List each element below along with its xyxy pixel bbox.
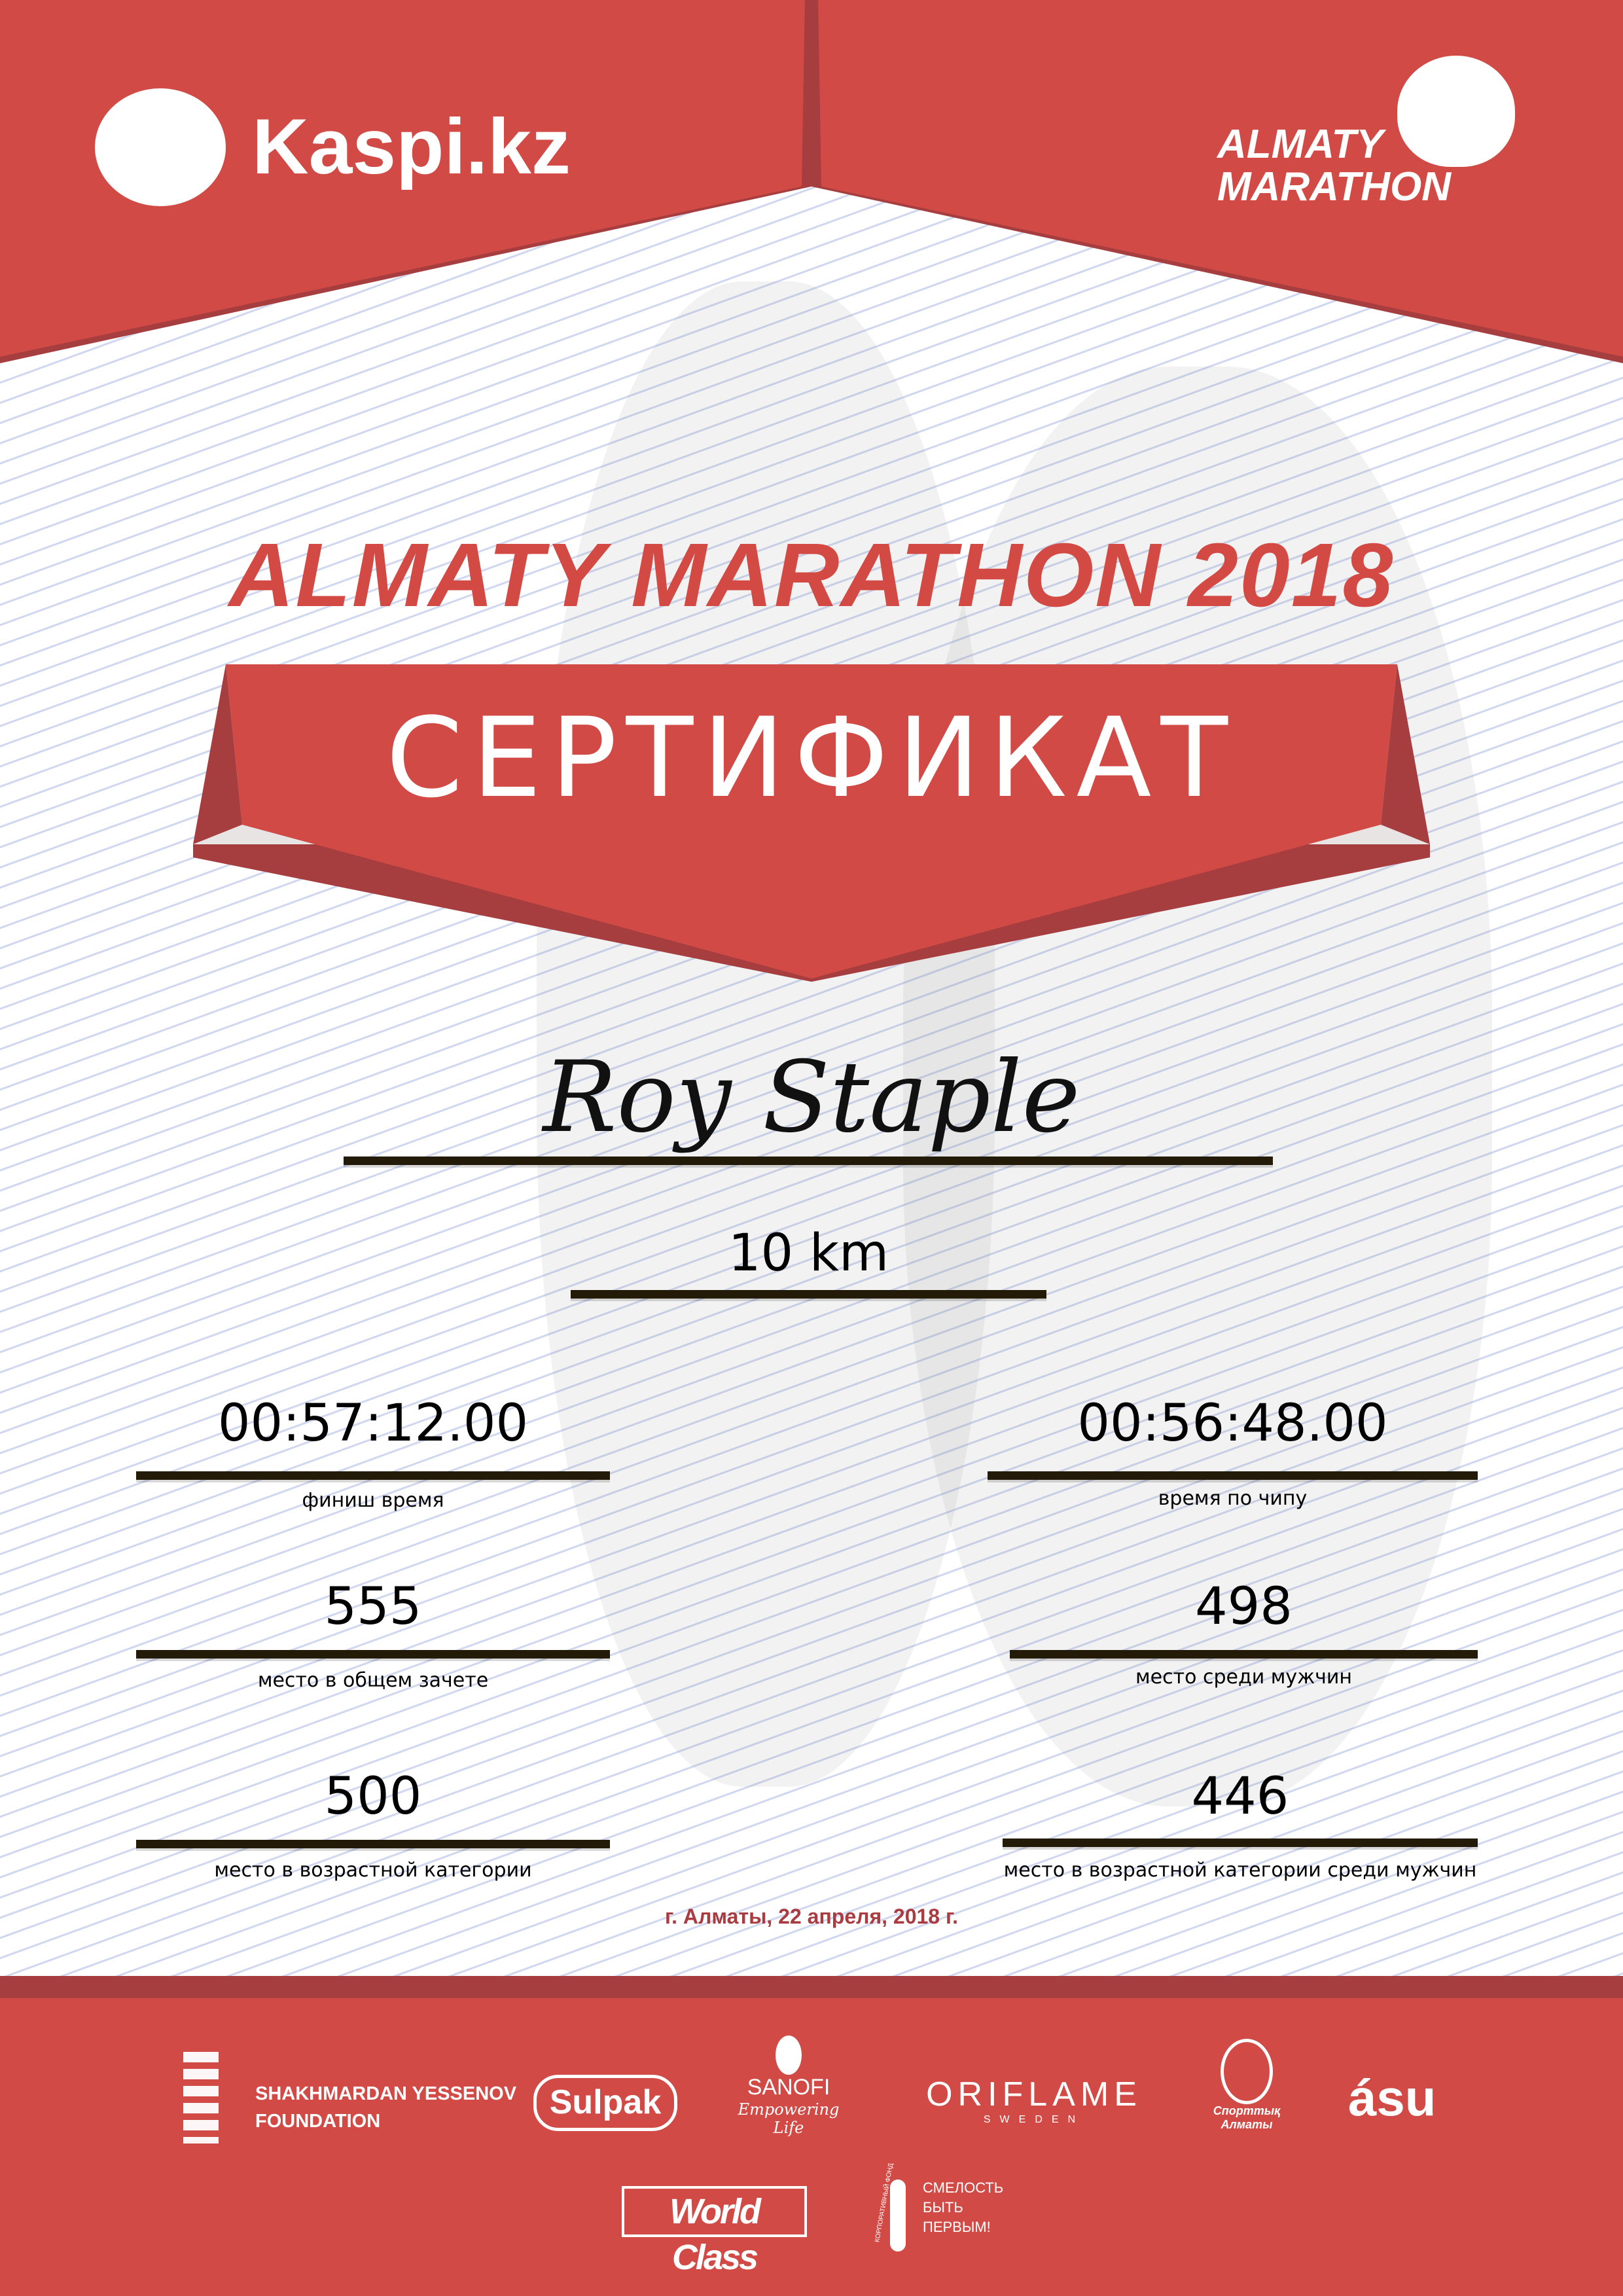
- yessenov-line1: SHAKHMARDAN YESSENOV: [255, 2083, 517, 2104]
- logo-line1: ALMATY: [1217, 122, 1383, 167]
- sport-almaty-text: Спорттық Алматы: [1213, 2104, 1281, 2131]
- finish-time-line: [136, 1471, 610, 1480]
- fund-runner-icon: [890, 2179, 906, 2251]
- yessenov-icon: [183, 2052, 219, 2144]
- participant-name: Roy Staple: [543, 1041, 1080, 1155]
- event-date: г. Алматы, 22 апреля, 2018 г.: [665, 1905, 958, 1928]
- sport-almaty-logo: Спорттық Алматы: [1198, 2039, 1296, 2137]
- chip-time-value: 00:56:48.00: [1077, 1394, 1388, 1453]
- kaspi-logo-text: Kaspi.kz: [252, 103, 571, 190]
- age-place-label: место в возрастной категории: [214, 1859, 532, 1882]
- runner-photo-female: [903, 367, 1492, 1806]
- fund-line1: СМЕЛОСТЬ: [923, 2179, 1004, 2196]
- age-gender-place-line: [1003, 1839, 1478, 1847]
- chip-time-line: [988, 1471, 1478, 1480]
- yessenov-line2: FOUNDATION: [255, 2111, 381, 2132]
- runner-icon: [1397, 56, 1515, 167]
- gender-place-label: место среди мужчин: [1135, 1666, 1352, 1689]
- age-place-line: [136, 1840, 610, 1848]
- age-place-value: 500: [324, 1767, 422, 1826]
- sponsors-footer: [0, 1998, 1623, 2296]
- distance: 10 km: [728, 1224, 889, 1283]
- certificate-banner: [193, 664, 1430, 982]
- fund-line2: БЫТЬ: [923, 2199, 963, 2215]
- name-underline: [344, 1157, 1273, 1165]
- finish-time-label: финиш время: [302, 1489, 444, 1512]
- kaspi-logo: Kaspi.kz: [95, 88, 571, 206]
- gender-place-line: [1010, 1650, 1478, 1659]
- almaty-marathon-logo: ALMATY MARATHON: [1214, 56, 1528, 213]
- event-title: ALMATY MARATHON 2018: [228, 525, 1395, 626]
- fund-logo: КОРПОРАТИВНЫЙ ФОНД СМЕЛОСТЬ БЫТЬ ПЕРВЫМ!: [870, 2160, 1014, 2258]
- gender-place-value: 498: [1195, 1577, 1293, 1636]
- overall-place-value: 555: [324, 1577, 422, 1636]
- distance-underline: [571, 1290, 1046, 1299]
- oriflame-text: ORIFLAME: [926, 2075, 1142, 2113]
- chip-time-label: время по чипу: [1158, 1487, 1308, 1510]
- logo-line2: MARATHON: [1217, 164, 1452, 209]
- sanofi-tagline: Empowering Life: [738, 2100, 840, 2137]
- fund-line3: ПЕРВЫМ!: [923, 2219, 991, 2235]
- certificate-heading: СЕРТИФИКАТ: [385, 694, 1238, 822]
- sport-almaty-emblem: [1221, 2039, 1273, 2104]
- footer-band: [0, 1976, 1623, 1998]
- worldclass-logo: World Class: [622, 2186, 807, 2277]
- age-gender-place-label: место в возрастной категории среди мужчи…: [1003, 1859, 1477, 1882]
- finish-time-value: 00:57:12.00: [217, 1394, 529, 1453]
- kaspi-icon: [95, 88, 226, 206]
- yessenov-logo: SHAKHMARDAN YESSENOV FOUNDATION: [183, 2052, 516, 2144]
- sanofi-logo: SANOFI Empowering Life: [723, 2036, 854, 2137]
- sanofi-text: SANOFI: [747, 2075, 830, 2100]
- overall-place-label: место в общем зачете: [257, 1669, 489, 1692]
- runner-photo-male: [537, 281, 995, 1787]
- age-gender-place-value: 446: [1191, 1767, 1289, 1826]
- sulpak-logo: Sulpak: [533, 2075, 677, 2131]
- asu-logo: ásu: [1348, 2069, 1436, 2126]
- overall-place-line: [136, 1650, 610, 1659]
- oriflame-sub: SWEDEN: [983, 2114, 1085, 2125]
- oriflame-logo: ORIFLAME SWEDEN: [923, 2075, 1145, 2126]
- sanofi-icon: [776, 2036, 802, 2075]
